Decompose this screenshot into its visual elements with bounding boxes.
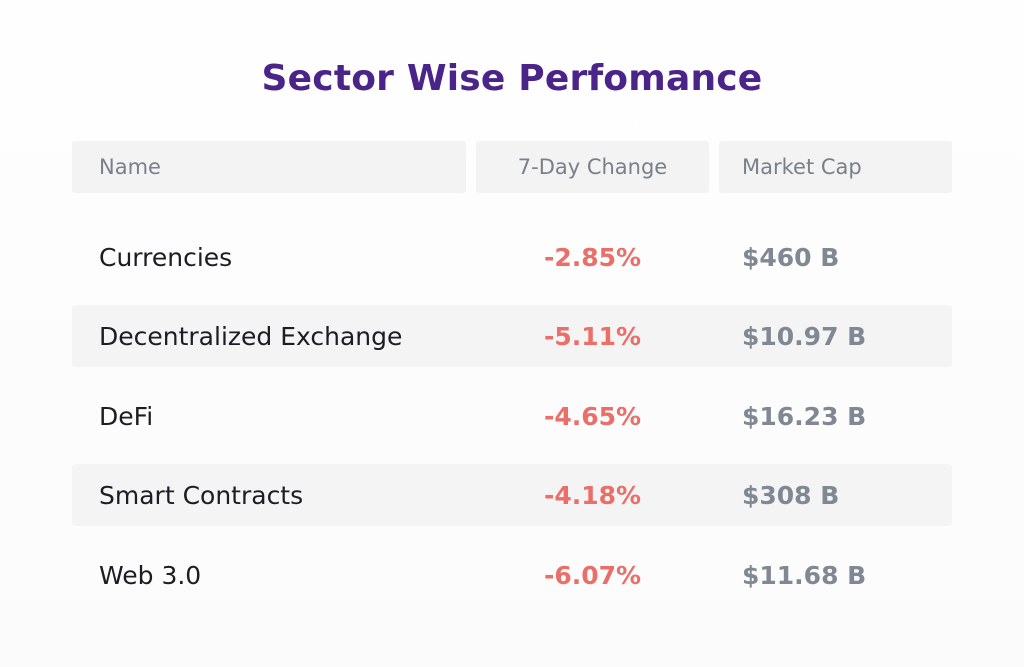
sector-name: Decentralized Exchange — [99, 321, 403, 351]
sector-name: DeFi — [99, 401, 154, 431]
table-row[interactable]: Decentralized Exchange -5.11% $10.97 B — [72, 305, 952, 367]
seven-day-change: -2.85% — [543, 242, 642, 272]
table-row[interactable]: Web 3.0 -6.07% $11.68 B — [72, 544, 952, 606]
column-header-market-cap[interactable]: Market Cap — [719, 141, 952, 193]
table-row[interactable]: Smart Contracts -4.18% $308 B — [72, 464, 952, 526]
market-cap: $16.23 B — [742, 401, 867, 431]
seven-day-change: -6.07% — [543, 560, 642, 590]
table-row[interactable]: Currencies -2.85% $460 B — [72, 226, 952, 288]
market-cap: $460 B — [742, 242, 840, 272]
page-title: Sector Wise Perfomance — [261, 58, 763, 99]
market-cap: $11.68 B — [742, 560, 867, 590]
column-header-7-day-change[interactable]: 7-Day Change — [476, 141, 709, 193]
table-row[interactable]: DeFi -4.65% $16.23 B — [72, 385, 952, 447]
sector-name: Web 3.0 — [99, 560, 202, 590]
column-header-name[interactable]: Name — [72, 141, 466, 193]
market-cap: $10.97 B — [742, 321, 867, 351]
sector-name: Currencies — [99, 242, 233, 272]
seven-day-change: -4.65% — [543, 401, 642, 431]
market-cap: $308 B — [742, 480, 840, 510]
sector-name: Smart Contracts — [99, 480, 304, 510]
seven-day-change: -4.18% — [543, 480, 642, 510]
seven-day-change: -5.11% — [543, 321, 642, 351]
